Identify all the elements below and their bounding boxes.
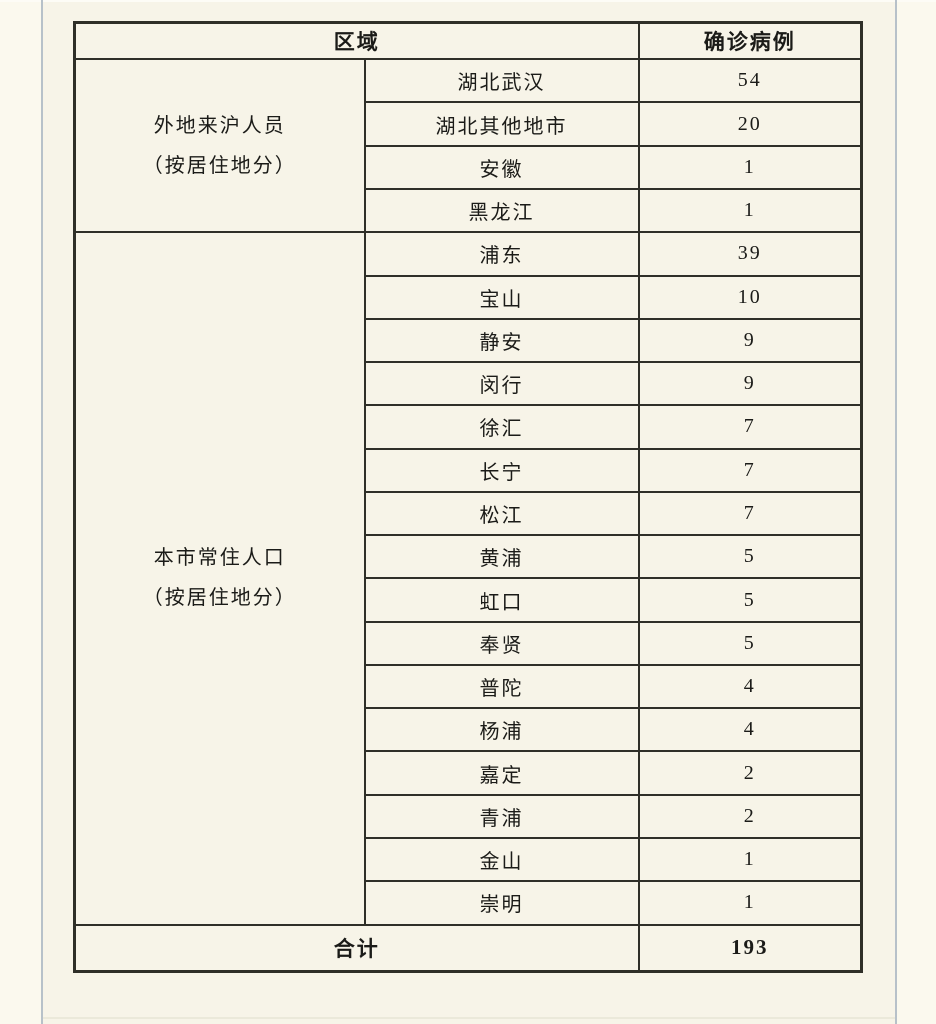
table-row: 外地来沪人员 （按居住地分） 湖北武汉 54 — [73, 58, 863, 234]
table-header-row: 区域 确诊病例 — [73, 21, 863, 61]
cases-cell: 2 — [637, 750, 863, 796]
table-row: 黑龙江 1 — [75, 188, 863, 234]
region-cell: 普陀 — [363, 663, 640, 710]
cases-cell: 4 — [637, 663, 863, 710]
cases-cell: 1 — [637, 188, 863, 234]
total-label-cell: 合计 — [73, 923, 640, 973]
table-row: 安徽 1 — [75, 144, 863, 191]
table-row: 徐汇 7 — [75, 404, 863, 450]
cases-cell: 7 — [637, 404, 863, 450]
category-line: 本市常住人口 — [153, 547, 286, 570]
table-row: 嘉定 2 — [75, 750, 863, 796]
region-cell: 青浦 — [363, 793, 640, 840]
cases-cell: 1 — [637, 144, 863, 191]
region-cell: 黑龙江 — [363, 188, 640, 234]
region-cell: 湖北武汉 — [363, 58, 640, 104]
region-cell: 黄浦 — [363, 534, 640, 580]
region-cell: 虹口 — [363, 577, 640, 623]
table-row: 奉贤 5 — [75, 620, 863, 666]
total-value-cell: 193 — [637, 923, 863, 973]
category-cell-local: 本市常住人口 （按居住地分） — [73, 231, 366, 926]
table-row: 本市常住人口 （按居住地分） 浦东 39 — [73, 231, 863, 926]
cases-table: 区域 确诊病例 外地来沪人员 （按居住地分） 湖北武汉 54 湖北其他地市 20… — [73, 21, 863, 973]
table-row: 静安 9 — [75, 317, 863, 364]
region-cell: 长宁 — [363, 447, 640, 493]
header-region: 区域 — [73, 21, 640, 61]
region-cell: 宝山 — [363, 274, 640, 320]
region-cell: 嘉定 — [363, 750, 640, 796]
cases-cell: 5 — [637, 577, 863, 623]
cases-cell: 39 — [637, 231, 863, 277]
cases-cell: 4 — [637, 707, 863, 753]
table-row: 青浦 2 — [75, 793, 863, 840]
category-line: （按居住地分） — [142, 154, 297, 177]
cases-cell: 10 — [637, 274, 863, 320]
table-row: 杨浦 4 — [75, 707, 863, 753]
cases-cell: 5 — [637, 534, 863, 580]
cases-cell: 9 — [637, 317, 863, 364]
total-row: 合计 193 — [73, 923, 863, 973]
table-row: 黄浦 5 — [75, 534, 863, 580]
category-line: （按居住地分） — [142, 587, 297, 610]
cases-cell: 54 — [637, 58, 863, 104]
table-row: 崇明 1 — [75, 880, 863, 926]
region-cell: 浦东 — [363, 231, 640, 277]
region-cell: 湖北其他地市 — [363, 101, 640, 147]
cases-cell: 7 — [637, 447, 863, 493]
region-cell: 金山 — [363, 836, 640, 883]
cases-cell: 2 — [637, 793, 863, 840]
table-row: 闵行 9 — [75, 361, 863, 407]
left-frame-line — [41, 0, 43, 1024]
cases-cell: 1 — [637, 880, 863, 926]
region-cell: 闵行 — [363, 361, 640, 407]
region-cell: 静安 — [363, 317, 640, 364]
region-cell: 徐汇 — [363, 404, 640, 450]
top-rule — [0, 0, 936, 2]
cases-cell: 9 — [637, 361, 863, 407]
region-cell: 奉贤 — [363, 620, 640, 666]
table-row: 宝山 10 — [75, 274, 863, 320]
cases-cell: 5 — [637, 620, 863, 666]
right-frame-line — [895, 0, 897, 1024]
table-row: 金山 1 — [75, 836, 863, 883]
table-row: 虹口 5 — [75, 577, 863, 623]
table-row: 松江 7 — [75, 490, 863, 537]
category-cell-nonlocal: 外地来沪人员 （按居住地分） — [73, 58, 366, 234]
region-cell: 崇明 — [363, 880, 640, 926]
table-row: 湖北其他地市 20 — [75, 101, 863, 147]
cases-cell: 7 — [637, 490, 863, 537]
category-line: 外地来沪人员 — [153, 114, 286, 137]
cases-cell: 1 — [637, 836, 863, 883]
region-cell: 杨浦 — [363, 707, 640, 753]
region-cell: 松江 — [363, 490, 640, 537]
header-cases: 确诊病例 — [637, 21, 863, 61]
cases-cell: 20 — [637, 101, 863, 147]
region-cell: 安徽 — [363, 144, 640, 191]
table-row: 长宁 7 — [75, 447, 863, 493]
bottom-rule — [43, 1017, 895, 1019]
table-row: 普陀 4 — [75, 663, 863, 710]
